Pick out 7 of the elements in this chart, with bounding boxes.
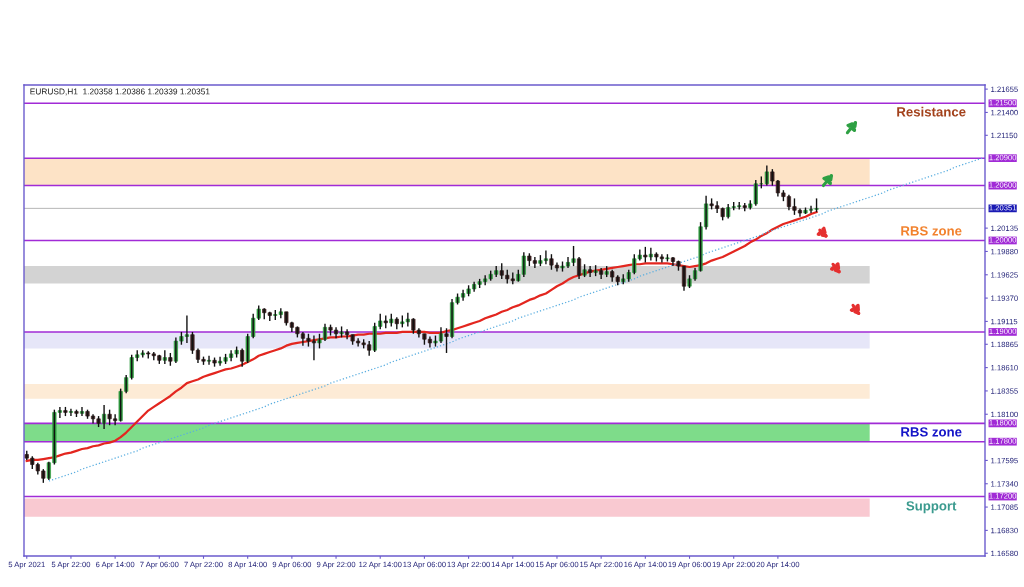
- annotation: RBS zone: [901, 427, 962, 437]
- annotation: Resistance: [897, 106, 966, 117]
- annotation: Support: [906, 501, 957, 514]
- candlestick: [444, 327, 449, 354]
- chart-title: EURUSD,H1 1.20358 1.20386 1.20339 1.20351: [30, 88, 210, 96]
- annotation: RBS zone: [901, 226, 962, 236]
- line-series: [48, 157, 983, 482]
